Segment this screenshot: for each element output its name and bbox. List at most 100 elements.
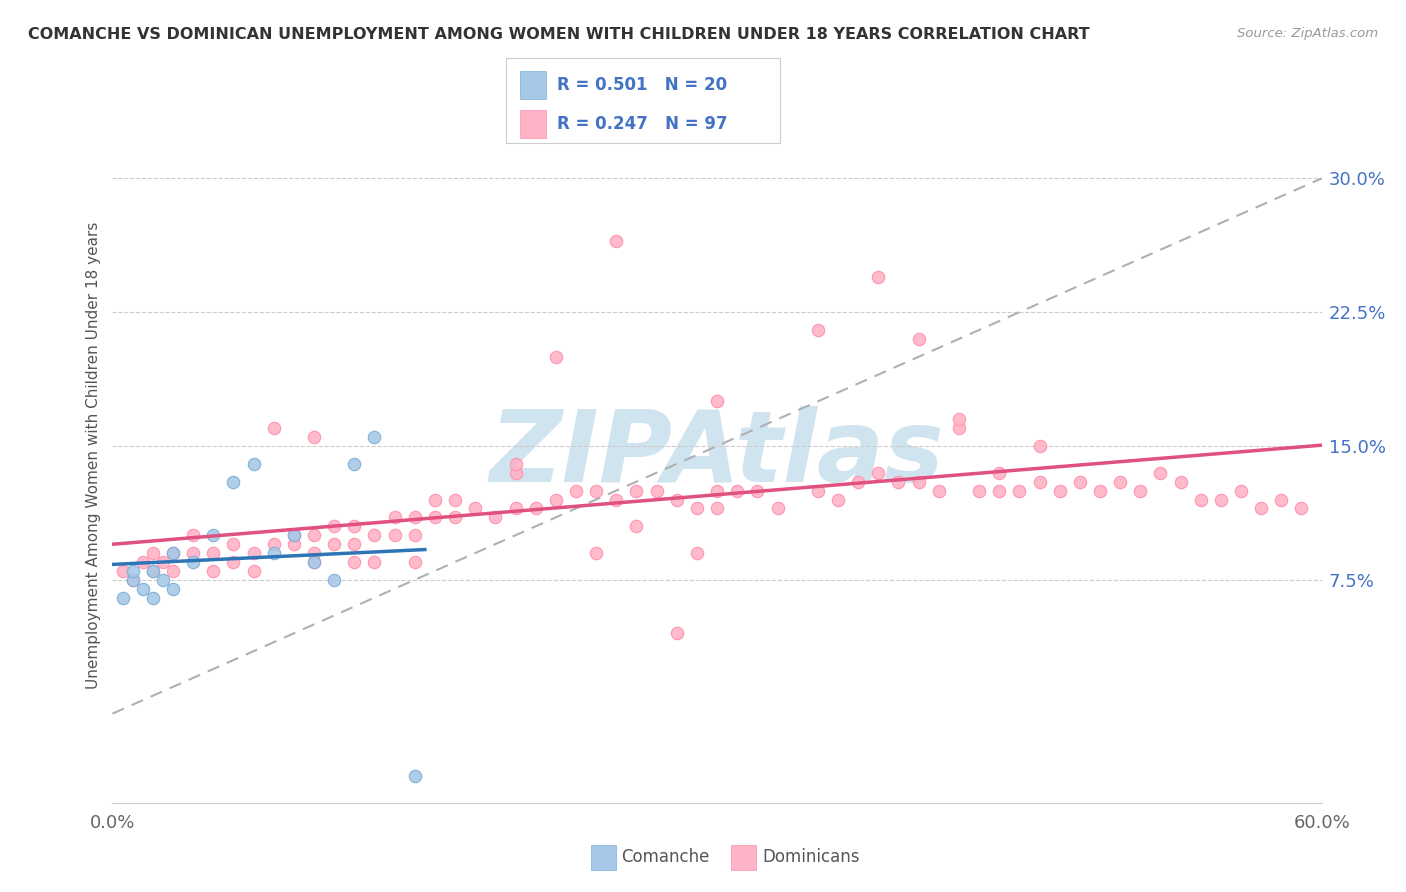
Point [1149, 466, 1171, 480]
Point [544, 350, 567, 364]
Point [242, 457, 264, 471]
Point [585, 483, 607, 498]
Point [988, 483, 1011, 498]
Point [1189, 492, 1212, 507]
Point [404, 769, 426, 783]
Point [585, 546, 607, 560]
Point [444, 492, 467, 507]
Point [132, 582, 155, 596]
Point [302, 546, 325, 560]
Point [1028, 439, 1050, 453]
Point [323, 573, 346, 587]
Text: Source: ZipAtlas.com: Source: ZipAtlas.com [1237, 27, 1378, 40]
Point [181, 528, 204, 542]
Point [263, 537, 285, 551]
Point [706, 501, 728, 516]
Point [1209, 492, 1232, 507]
Point [686, 546, 709, 560]
Point [484, 510, 506, 524]
Point [1270, 492, 1292, 507]
Y-axis label: Unemployment Among Women with Children Under 18 years: Unemployment Among Women with Children U… [86, 221, 101, 689]
Point [988, 466, 1011, 480]
Point [404, 528, 426, 542]
Point [505, 457, 527, 471]
Point [605, 234, 627, 248]
Point [565, 483, 588, 498]
Point [363, 555, 385, 569]
Point [142, 591, 165, 605]
Point [263, 421, 285, 435]
Point [626, 483, 648, 498]
Point [807, 323, 830, 337]
Point [766, 501, 789, 516]
Point [505, 466, 527, 480]
Point [464, 501, 486, 516]
Text: Dominicans: Dominicans [762, 848, 859, 866]
Point [524, 501, 547, 516]
Point [121, 564, 143, 578]
Point [1291, 501, 1313, 516]
Point [1008, 483, 1031, 498]
Point [907, 332, 929, 346]
Point [1028, 475, 1050, 489]
Point [302, 430, 325, 444]
Point [363, 430, 385, 444]
Point [605, 492, 627, 507]
Point [807, 483, 830, 498]
Point [263, 546, 285, 560]
Point [423, 510, 446, 524]
Point [323, 519, 346, 533]
Point [142, 564, 165, 578]
Point [827, 492, 849, 507]
Point [222, 475, 245, 489]
Point [283, 528, 305, 542]
Point [132, 555, 155, 569]
Point [725, 483, 748, 498]
Point [948, 421, 970, 435]
Point [202, 564, 225, 578]
Point [868, 269, 890, 284]
Point [121, 573, 143, 587]
Point [626, 519, 648, 533]
Point [222, 555, 245, 569]
Point [343, 457, 366, 471]
Point [152, 573, 174, 587]
Text: ZIPAtlas: ZIPAtlas [489, 407, 945, 503]
Point [505, 501, 527, 516]
Point [686, 501, 709, 516]
Point [1230, 483, 1253, 498]
Point [162, 564, 184, 578]
Point [1170, 475, 1192, 489]
Point [404, 510, 426, 524]
Point [242, 564, 264, 578]
Point [121, 573, 143, 587]
Point [111, 591, 134, 605]
Point [363, 528, 385, 542]
Point [967, 483, 990, 498]
Point [323, 537, 346, 551]
Point [747, 483, 769, 498]
Point [283, 528, 305, 542]
Point [1250, 501, 1272, 516]
Point [868, 466, 890, 480]
Point [343, 537, 366, 551]
Point [302, 555, 325, 569]
Point [111, 564, 134, 578]
Point [887, 475, 910, 489]
Point [283, 537, 305, 551]
Point [384, 528, 406, 542]
Point [222, 537, 245, 551]
Point [142, 564, 165, 578]
Text: COMANCHE VS DOMINICAN UNEMPLOYMENT AMONG WOMEN WITH CHILDREN UNDER 18 YEARS CORR: COMANCHE VS DOMINICAN UNEMPLOYMENT AMONG… [28, 27, 1090, 42]
Point [181, 555, 204, 569]
Point [1129, 483, 1152, 498]
Point [152, 555, 174, 569]
Point [142, 546, 165, 560]
Point [706, 483, 728, 498]
Point [202, 528, 225, 542]
Point [1109, 475, 1132, 489]
Text: R = 0.247   N = 97: R = 0.247 N = 97 [557, 115, 727, 133]
Point [302, 528, 325, 542]
Point [665, 626, 688, 640]
Text: R = 0.501   N = 20: R = 0.501 N = 20 [557, 76, 727, 94]
